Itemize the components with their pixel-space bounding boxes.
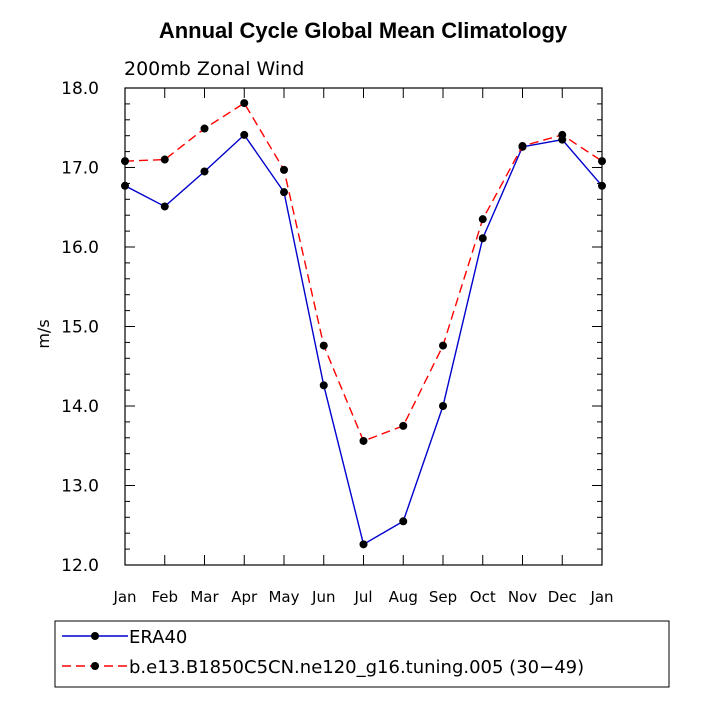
data-point <box>518 142 527 151</box>
y-tick-label: 15.0 <box>61 318 99 338</box>
y-tick-label: 16.0 <box>61 238 99 258</box>
data-point <box>478 215 487 224</box>
x-tick-label: Nov <box>508 588 537 606</box>
data-point <box>200 167 209 176</box>
y-tick-label: 13.0 <box>61 477 99 497</box>
x-tick-label: Dec <box>548 588 577 606</box>
data-point <box>240 130 249 139</box>
x-tick-label: Aug <box>389 588 418 606</box>
y-axis-label: m/s <box>34 319 53 348</box>
x-tick-label: Oct <box>470 588 496 606</box>
legend-marker <box>91 632 99 640</box>
data-point <box>598 157 606 166</box>
x-tick-label: Jan <box>589 588 613 606</box>
legend-label: b.e13.B1850C5CN.ne120_g16.tuning.005 (30… <box>129 657 584 678</box>
x-tick-label: Sep <box>429 588 457 606</box>
y-tick-label: 17.0 <box>61 159 99 179</box>
data-point <box>359 436 368 445</box>
chart-title: Annual Cycle Global Mean Climatology <box>159 18 568 43</box>
y-tick-label: 18.0 <box>61 79 99 99</box>
x-tick-label: Jun <box>311 588 335 606</box>
series-layer <box>121 99 606 549</box>
x-tick-label: Feb <box>151 588 178 606</box>
x-tick-label: May <box>268 588 299 606</box>
y-tick-label: 14.0 <box>61 397 99 417</box>
data-point <box>121 181 129 190</box>
data-point <box>478 234 487 243</box>
data-point <box>240 99 249 108</box>
data-point <box>558 130 567 139</box>
data-point <box>399 421 408 430</box>
series-line <box>124 133 603 546</box>
legend-marker <box>91 662 99 670</box>
x-tick-label: Apr <box>231 588 258 606</box>
legend-entry: ERA40 <box>62 627 187 648</box>
data-point <box>359 540 368 549</box>
series-2 <box>121 99 606 445</box>
data-point <box>598 181 606 190</box>
series-1 <box>121 130 606 549</box>
data-point <box>280 188 288 197</box>
data-point <box>160 155 169 164</box>
data-point <box>319 341 328 350</box>
x-axis-ticks: Jan Feb Mar Apr May Jun Jul Aug Sep Oct Nov Dec Jan <box>112 88 614 606</box>
y-tick-label: 12.0 <box>61 556 99 576</box>
data-point <box>319 381 328 390</box>
data-point <box>280 165 288 174</box>
data-point <box>121 157 129 166</box>
x-tick-label: Jan <box>112 588 136 606</box>
legend-box <box>54 620 670 688</box>
x-tick-label: Jul <box>353 588 372 606</box>
data-point <box>399 517 408 526</box>
legend-label: ERA40 <box>129 627 187 648</box>
chart-subtitle: 200mb Zonal Wind <box>124 58 304 80</box>
legend: ERA40 b.e13.B1850C5CN.ne120_g16.tuning.00… <box>54 620 670 688</box>
series-line <box>124 102 603 442</box>
data-point <box>439 402 447 410</box>
data-point <box>439 341 447 350</box>
legend-entry: b.e13.B1850C5CN.ne120_g16.tuning.005 (30… <box>62 657 584 678</box>
x-tick-label: Mar <box>190 588 219 606</box>
data-point <box>160 202 169 211</box>
y-axis-ticks: 12.0 13.0 14.0 15.0 16.0 17.0 18.0 <box>61 79 602 576</box>
plot-frame <box>124 87 603 566</box>
data-point <box>200 124 209 133</box>
